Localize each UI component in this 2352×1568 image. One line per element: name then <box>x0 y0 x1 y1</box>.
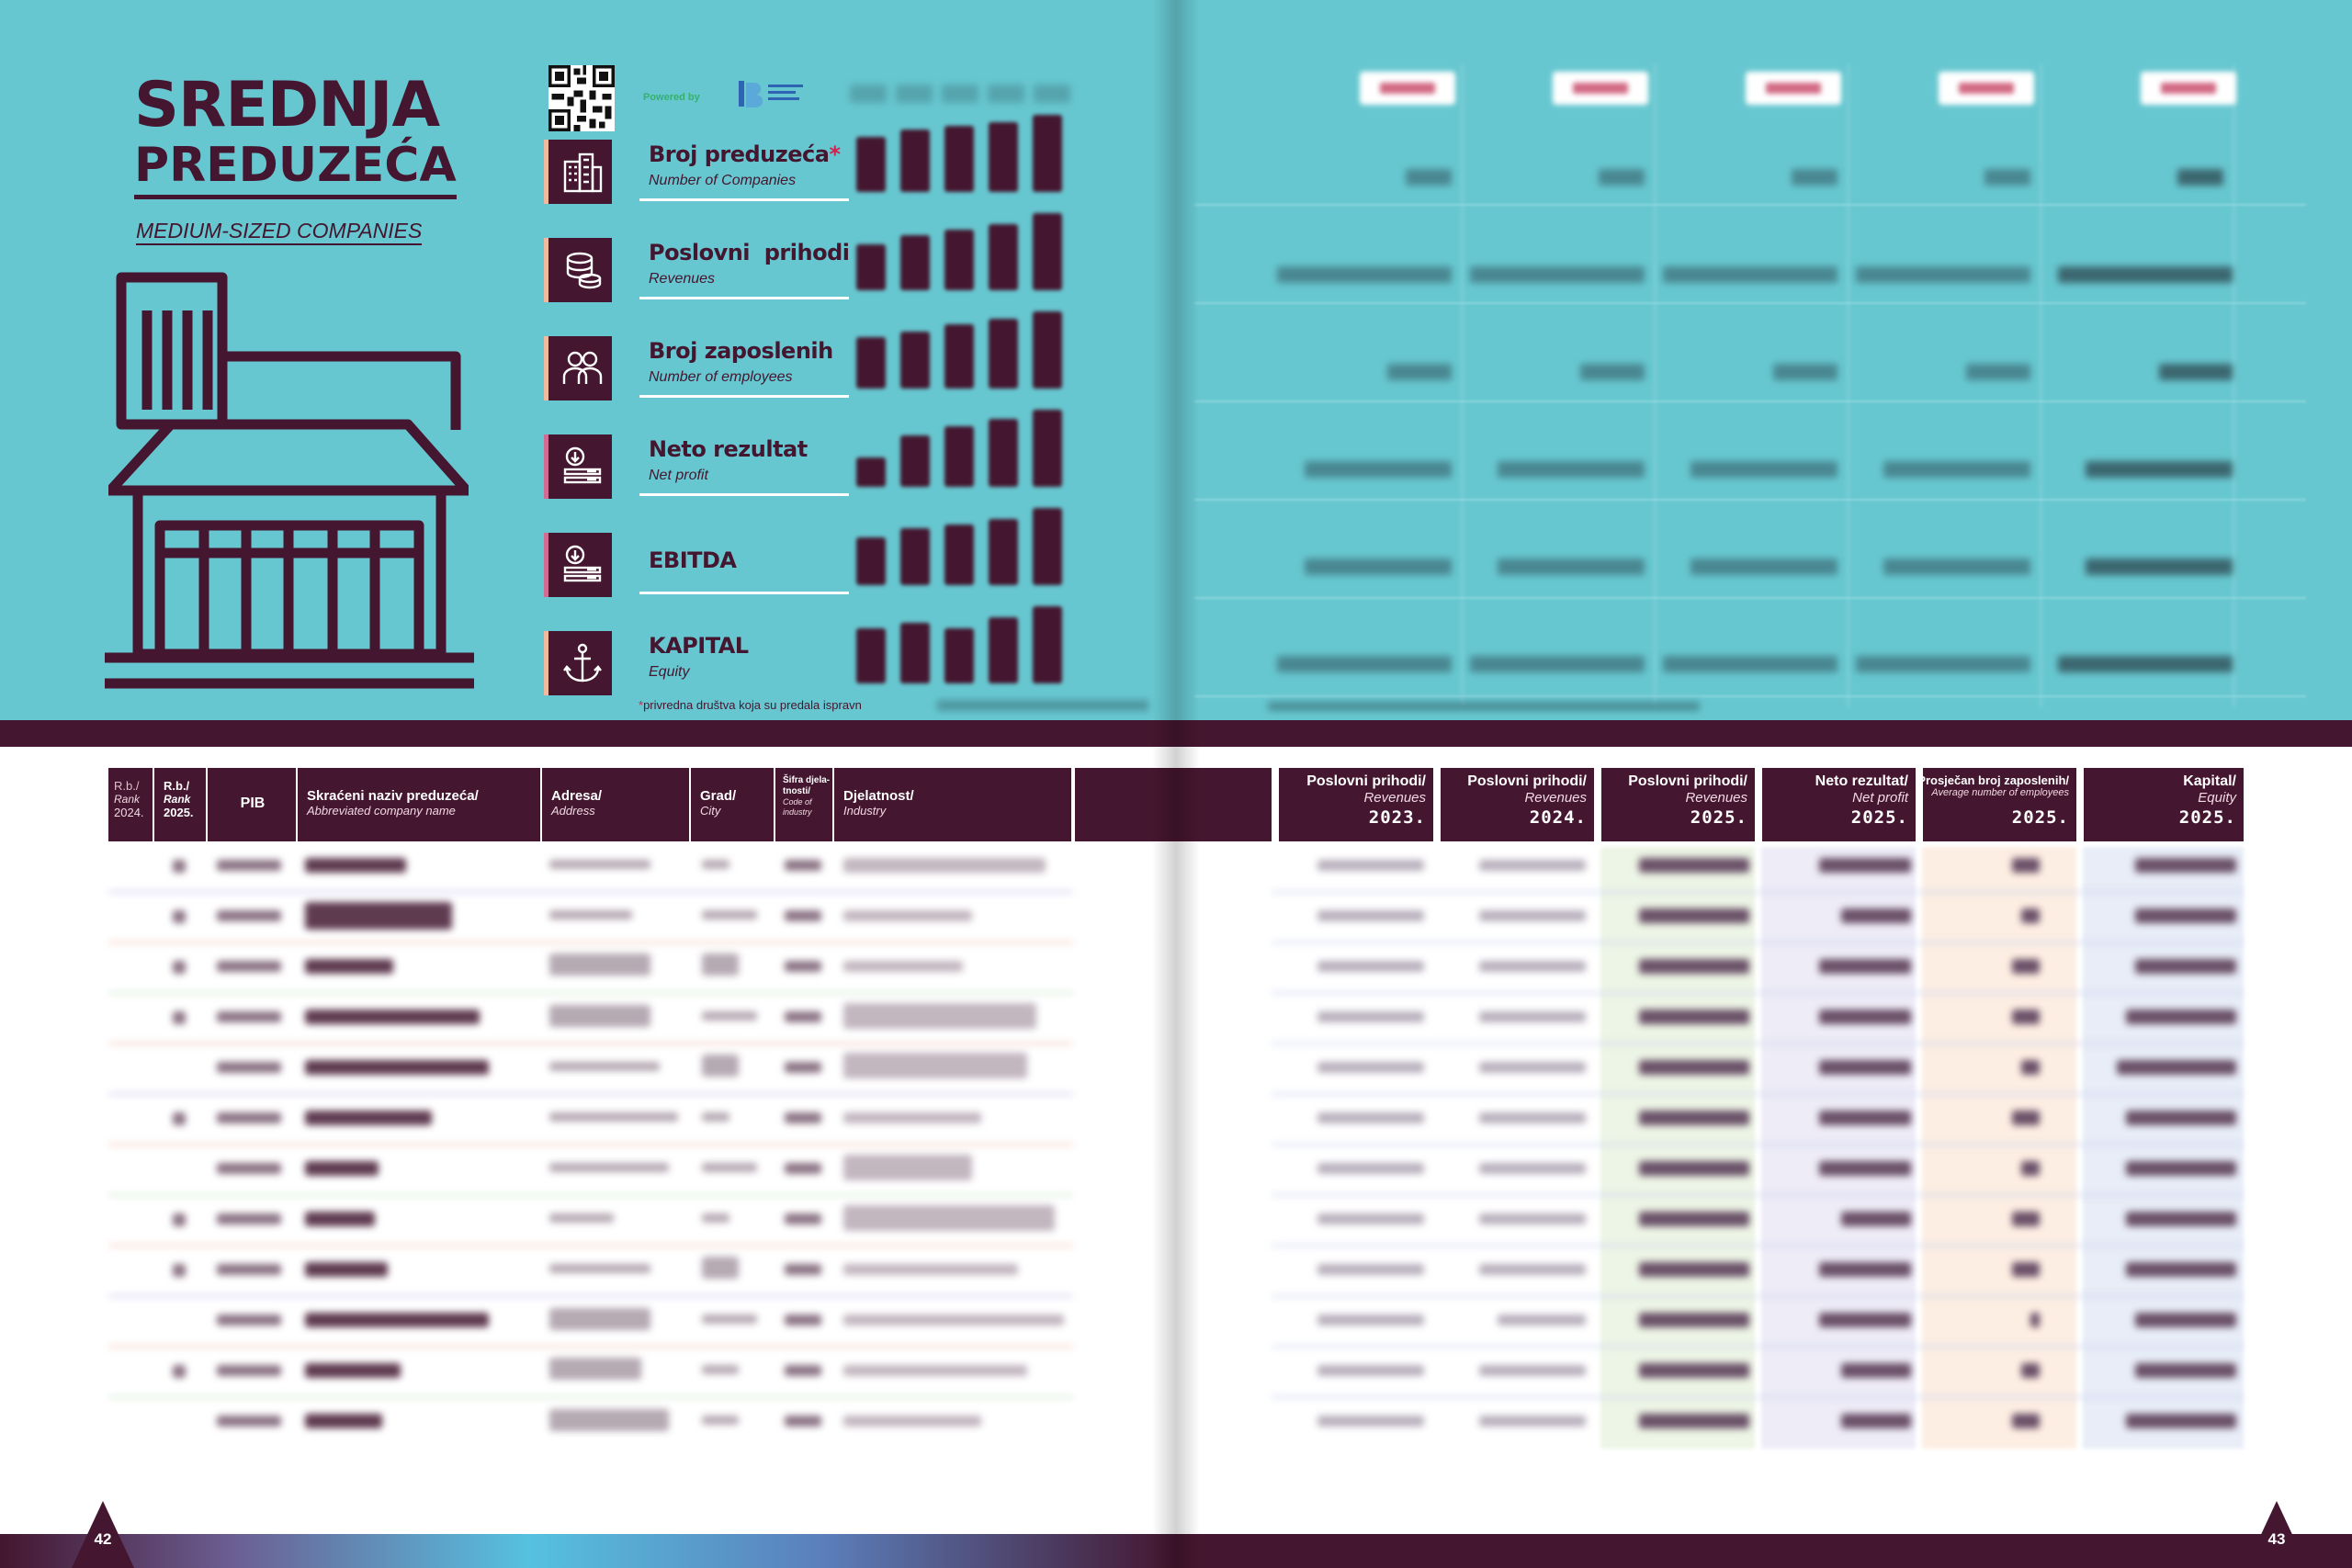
header-industry-code: Šifra djela-tnosti/ Code of industry <box>777 768 834 841</box>
coins-stack-icon <box>544 238 612 302</box>
table-body-blurred <box>108 845 1073 1451</box>
column-tint-net-profit <box>1761 847 1916 1449</box>
title-line2: PREDUZEĆA <box>134 138 457 199</box>
divider <box>639 395 849 398</box>
bottom-gradient-strip <box>0 1534 1176 1568</box>
title-english: MEDIUM-SIZED COMPANIES <box>136 219 423 245</box>
divider <box>639 198 849 201</box>
metric-label-en: Revenues <box>649 271 716 287</box>
header-divider <box>1916 768 1923 841</box>
metric-label: Poslovni prihodi <box>649 240 850 265</box>
header-employees-2025: Prosječan broj zaposlenih/ Average numbe… <box>1917 773 2069 828</box>
right-page: Poslovni prihodi/ Revenues 2023. Poslovn… <box>1176 0 2352 1568</box>
metric-label-en: Equity <box>649 664 690 680</box>
header-city: Grad/ City <box>693 768 775 841</box>
plum-band <box>0 720 1176 747</box>
metric-row-equity: KAPITAL Equity <box>544 631 849 708</box>
table-header-bar-continuation <box>1075 768 1176 841</box>
metric-label-en: Number of Companies <box>649 173 797 188</box>
page-number: 42 <box>94 1530 112 1548</box>
page-number-marker <box>72 1501 134 1568</box>
page-number: 43 <box>2267 1530 2286 1548</box>
header-divider <box>1272 768 1279 841</box>
header-revenues-2024: Poslovni prihodi/ Revenues 2024. <box>1467 773 1587 828</box>
mini-bars-ebitda <box>854 508 1075 585</box>
metric-label-en: Number of employees <box>649 369 793 385</box>
gutter-shadow <box>1152 0 1176 1568</box>
download-stack-icon <box>544 434 612 499</box>
year-badge-blurred <box>2141 72 2236 105</box>
footnote-blurred-text <box>937 700 1148 711</box>
mini-bars-equity <box>854 606 1075 683</box>
mini-bars-net-profit <box>854 410 1075 487</box>
bi-consulting-logo-icon[interactable] <box>737 79 810 110</box>
year-badge-blurred <box>1746 72 1841 105</box>
gutter-shadow <box>1176 0 1200 1568</box>
column-tint-employees <box>1922 847 2076 1449</box>
mini-bars-employees <box>854 311 1075 389</box>
metric-row-ebitda: EBITDA <box>544 533 849 610</box>
year-badge-blurred <box>1939 72 2034 105</box>
header-divider <box>1594 768 1601 841</box>
employees-icon <box>544 336 612 400</box>
header-rank-2025: R.b./ Rank 2025. <box>156 768 208 841</box>
building-illustration-icon <box>105 272 474 689</box>
page-number-marker <box>2245 1501 2308 1568</box>
header-divider <box>1755 768 1762 841</box>
years-row-blurred <box>850 85 1080 103</box>
left-page: SREDNJA PREDUZEĆA MEDIUM-SIZED COMPANIES <box>0 0 1176 1568</box>
divider <box>639 297 849 299</box>
metric-label: Broj zaposlenih <box>649 338 833 364</box>
footnote: *privredna društva koja su predala ispra… <box>639 698 862 712</box>
plum-band <box>1176 720 2352 747</box>
title-line1: SREDNJA <box>134 69 440 141</box>
table-header-bar <box>108 768 1073 841</box>
metric-row-employees: Broj zaposlenih Number of employees <box>544 336 849 413</box>
divider <box>639 592 849 594</box>
buildings-icon <box>544 140 612 204</box>
metric-label-en: Net profit <box>649 468 708 483</box>
metric-row-net-profit: Neto rezultat Net profit <box>544 434 849 512</box>
column-tint-equity <box>2083 847 2244 1449</box>
column-tint-revenues-2025 <box>1600 847 1755 1449</box>
header-company-name: Skraćeni naziv preduzeća/ Abbreviated co… <box>300 768 542 841</box>
header-net-profit-2025: Neto rezultat/ Net profit 2025. <box>1815 773 1908 828</box>
header-revenues-2025: Poslovni prihodi/ Revenues 2025. <box>1628 773 1747 828</box>
metric-label: Neto rezultat <box>649 436 808 462</box>
header-divider <box>2076 768 2084 841</box>
year-badge-blurred <box>1553 72 1648 105</box>
metric-label: KAPITAL <box>649 633 749 659</box>
powered-by-label: Powered by <box>643 92 700 103</box>
year-badge-blurred <box>1360 72 1455 105</box>
metric-row-companies: Broj preduzeća* Number of Companies <box>544 140 849 217</box>
header-divider <box>1433 768 1441 841</box>
anchor-icon <box>544 631 612 695</box>
table-header-bar <box>1176 768 2244 841</box>
divider <box>639 493 849 496</box>
metric-label: Broj preduzeća* <box>649 141 841 167</box>
header-industry: Djelatnost/ Industry <box>836 768 1073 841</box>
metric-row-revenues: Poslovni prihodi Revenues <box>544 238 850 315</box>
qr-code-icon[interactable] <box>548 65 615 131</box>
mini-bars-companies <box>854 115 1075 192</box>
bottom-strip <box>1176 1534 2352 1568</box>
table-body-blurred <box>1272 845 2244 1451</box>
mini-bars-revenues <box>854 213 1075 290</box>
header-address: Adresa/ Address <box>544 768 691 841</box>
header-pib: PIB <box>209 768 298 841</box>
header-rank-2024: R.b./ Rank 2024. <box>108 768 154 841</box>
header-equity-2025: Kapital/ Equity 2025. <box>2178 773 2236 828</box>
metric-label: EBITDA <box>649 547 737 573</box>
teal-header-panel <box>1176 0 2352 720</box>
download-stack-icon <box>544 533 612 597</box>
header-revenues-2023: Poslovni prihodi/ Revenues 2023. <box>1306 773 1426 828</box>
